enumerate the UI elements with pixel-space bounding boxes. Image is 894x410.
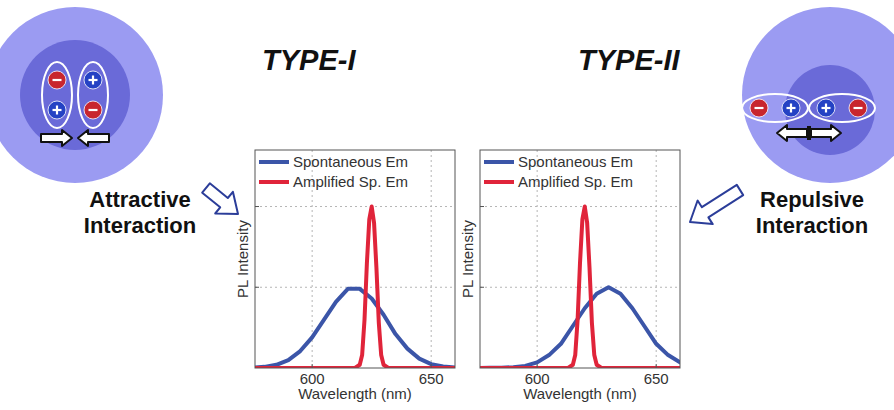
exciton-oval (78, 62, 108, 128)
panel-title: TYPE-II (578, 44, 680, 76)
grid-line (431, 150, 432, 368)
tick-mark (656, 364, 657, 368)
charge-ball (48, 101, 66, 119)
exciton-oval (42, 62, 72, 128)
charge-ball (750, 99, 768, 117)
positive-charge (48, 101, 66, 119)
positive-charge (84, 71, 102, 89)
legend-label: Spontaneous Em (293, 153, 408, 170)
series-group (255, 207, 455, 368)
plot-frame (255, 150, 455, 368)
grid-line (255, 206, 455, 207)
charge-sign (825, 104, 827, 113)
tick-label: 650 (419, 370, 444, 387)
attraction-arrow (78, 130, 109, 146)
tick-mark (480, 287, 484, 288)
outer-circle (0, 7, 163, 183)
positive-charge (817, 99, 835, 117)
y-axis-label: PL Intensity (459, 220, 476, 298)
exciton-diagram (0, 7, 163, 183)
negative-charge (750, 99, 768, 117)
panel-title: TYPE-I (262, 44, 356, 76)
x-axis-label: Wavelength (nm) (523, 385, 637, 402)
plot-background (480, 150, 680, 368)
x-axis-label: Wavelength (nm) (298, 385, 412, 402)
y-axis-label: PL Intensity (234, 220, 251, 298)
figure: 600650Wavelength (nm)PL IntensitySpontan… (0, 0, 894, 410)
tick-mark (431, 364, 432, 368)
annotation-line: Attractive (89, 187, 190, 212)
series-line (255, 289, 455, 368)
series-line (255, 207, 455, 368)
annotation-line: Interaction (84, 213, 196, 238)
exciton-oval (809, 94, 875, 122)
tick-label: 650 (644, 370, 669, 387)
annotation-line: Repulsive (760, 187, 864, 212)
repulsion-bar (807, 126, 811, 140)
charge-sign (53, 79, 62, 81)
chart: 600650Wavelength (nm)PL IntensitySpontan… (459, 150, 680, 402)
legend-label: Spontaneous Em (518, 153, 633, 170)
legend-swatch (484, 180, 514, 184)
pointer-arrow (690, 185, 743, 224)
repulsion-arrow (777, 125, 807, 141)
charge-sign (89, 109, 98, 111)
legend-swatch (484, 160, 514, 164)
exciton-oval (742, 94, 808, 122)
charge-ball (84, 101, 102, 119)
charge-sign (854, 107, 863, 109)
negative-charge (84, 101, 102, 119)
attraction-arrow (41, 130, 72, 146)
legend: Spontaneous Em Amplified Sp. Em (484, 153, 633, 190)
charge-ball (849, 99, 867, 117)
tick-mark (480, 206, 484, 207)
grid-line (480, 206, 680, 207)
charge-ball (84, 71, 102, 89)
tick-mark (255, 206, 259, 207)
charge-sign (92, 76, 94, 85)
annotation: RepulsiveInteraction (756, 187, 868, 238)
positive-charge (782, 99, 800, 117)
charge-ball (48, 71, 66, 89)
legend-label: Amplified Sp. Em (518, 173, 633, 190)
negative-charge (48, 71, 66, 89)
legend-swatch (259, 180, 289, 184)
charge-sign (755, 107, 764, 109)
charge-ball (817, 99, 835, 117)
legend-label: Amplified Sp. Em (293, 173, 408, 190)
plot-background (255, 150, 455, 368)
annotation-line: Interaction (756, 213, 868, 238)
series-group (480, 207, 680, 368)
outer-circle (742, 7, 894, 183)
series-line (480, 207, 680, 368)
negative-charge (849, 99, 867, 117)
charge-ball (782, 99, 800, 117)
legend: Spontaneous Em Amplified Sp. Em (259, 153, 408, 190)
charge-sign (790, 104, 792, 113)
exciton-diagram (742, 7, 894, 183)
charge-sign (56, 106, 58, 115)
tick-mark (255, 287, 259, 288)
tick-mark (312, 364, 313, 368)
legend-swatch (259, 160, 289, 164)
repulsion-arrow (811, 125, 841, 141)
pointer-arrow (202, 183, 238, 214)
chart: 600650Wavelength (nm)PL IntensitySpontan… (234, 150, 455, 402)
annotation: AttractiveInteraction (84, 187, 196, 238)
inner-circle (20, 40, 130, 150)
plot-frame (480, 150, 680, 368)
tick-mark (537, 364, 538, 368)
grid-line (656, 150, 657, 368)
